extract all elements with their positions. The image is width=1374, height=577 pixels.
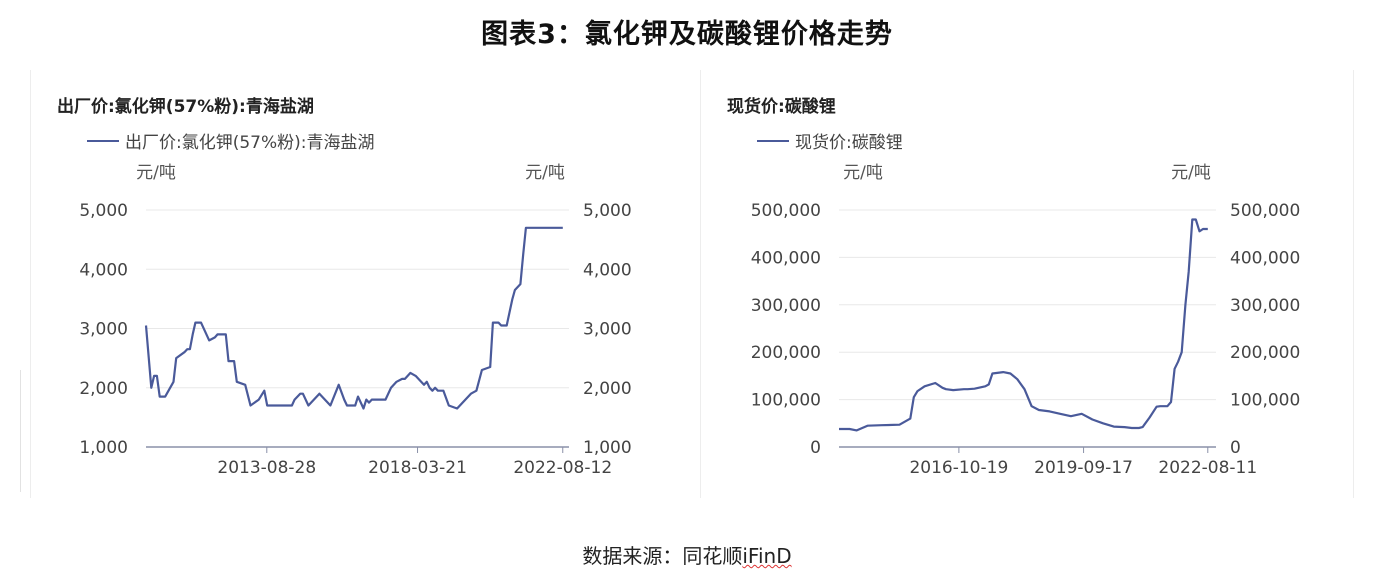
- data-source: 数据来源：同花顺iFinD: [0, 540, 1374, 569]
- source-brand: iFinD: [742, 544, 792, 568]
- y-tick-label-right: 3,000: [583, 320, 632, 340]
- y-tick-label-left: 500,000: [751, 201, 821, 221]
- y-tick-label-right: 2,000: [583, 379, 632, 399]
- series-line: [144, 226, 563, 410]
- figure-title: 图表3：氯化钾及碳酸锂价格走势: [481, 19, 893, 50]
- line-chart-potassium-chloride: 元/吨 元/吨 5,000 5,000 4,000 4,000 3,000 3,000 2,00…: [79, 163, 632, 478]
- y-axis-unit-right: 元/吨: [525, 163, 565, 183]
- y-axis-unit-left: 元/吨: [843, 163, 883, 183]
- chart-legend[interactable]: 出厂价:氯化钾(57%粉):青海盐湖: [87, 128, 375, 153]
- y-tick-label-left: 5,000: [79, 201, 128, 221]
- legend-swatch: [87, 139, 119, 142]
- chart-panel-potassium-chloride: 出厂价:氯化钾(57%粉):青海盐湖 出厂价:氯化钾(57%粉):青海盐湖 元/…: [30, 70, 681, 498]
- y-tick-label-left: 400,000: [751, 248, 821, 268]
- x-tick-label: 2019-09-17: [1034, 458, 1133, 478]
- y-tick-label-right: 100,000: [1230, 391, 1300, 411]
- y-tick-label-left: 0: [810, 438, 821, 458]
- y-tick-label-right: 4,000: [583, 260, 632, 280]
- line-chart-lithium-carbonate: 元/吨 元/吨 500,000 500,000 400,000 400,000 300,00…: [751, 163, 1301, 478]
- x-tick-label: 2013-08-28: [217, 458, 316, 478]
- y-tick-label-right: 1,000: [583, 438, 632, 458]
- divider: [20, 370, 21, 492]
- legend-label: 出厂价:氯化钾(57%粉):青海盐湖: [125, 133, 375, 153]
- y-tick-label-left: 1,000: [79, 438, 128, 458]
- x-tick-label: 2016-10-19: [909, 458, 1008, 478]
- y-tick-label-left: 4,000: [79, 260, 128, 280]
- source-prefix: 数据来源：同花顺: [582, 544, 743, 568]
- legend-swatch: [757, 139, 789, 142]
- y-tick-label-right: 200,000: [1230, 343, 1300, 363]
- x-tick-label: 2018-03-21: [368, 458, 467, 478]
- y-tick-label-right: 500,000: [1230, 201, 1300, 221]
- y-tick-label-right: 5,000: [583, 201, 632, 221]
- y-axis-unit-left: 元/吨: [136, 163, 176, 183]
- y-tick-label-right: 400,000: [1230, 248, 1300, 268]
- series-line: [839, 218, 1208, 432]
- chart-title: 现货价:碳酸锂: [727, 97, 836, 117]
- x-tick-label: 2022-08-12: [513, 458, 612, 478]
- y-axis-unit-right: 元/吨: [1171, 163, 1211, 183]
- chart-title: 出厂价:氯化钾(57%粉):青海盐湖: [57, 97, 314, 117]
- chart-panel-lithium-carbonate: 现货价:碳酸锂 现货价:碳酸锂 元/吨 元/吨 500,000 500,000 400,…: [700, 70, 1354, 498]
- y-tick-label-left: 200,000: [751, 343, 821, 363]
- y-tick-label-right: 0: [1230, 438, 1241, 458]
- legend-label: 现货价:碳酸锂: [795, 133, 903, 153]
- y-tick-label-left: 2,000: [79, 379, 128, 399]
- y-tick-label-right: 300,000: [1230, 296, 1300, 316]
- chart-legend[interactable]: 现货价:碳酸锂: [757, 128, 903, 153]
- y-tick-label-left: 3,000: [79, 320, 128, 340]
- y-tick-label-left: 100,000: [751, 391, 821, 411]
- x-tick-label: 2022-08-11: [1158, 458, 1257, 478]
- y-tick-label-left: 300,000: [751, 296, 821, 316]
